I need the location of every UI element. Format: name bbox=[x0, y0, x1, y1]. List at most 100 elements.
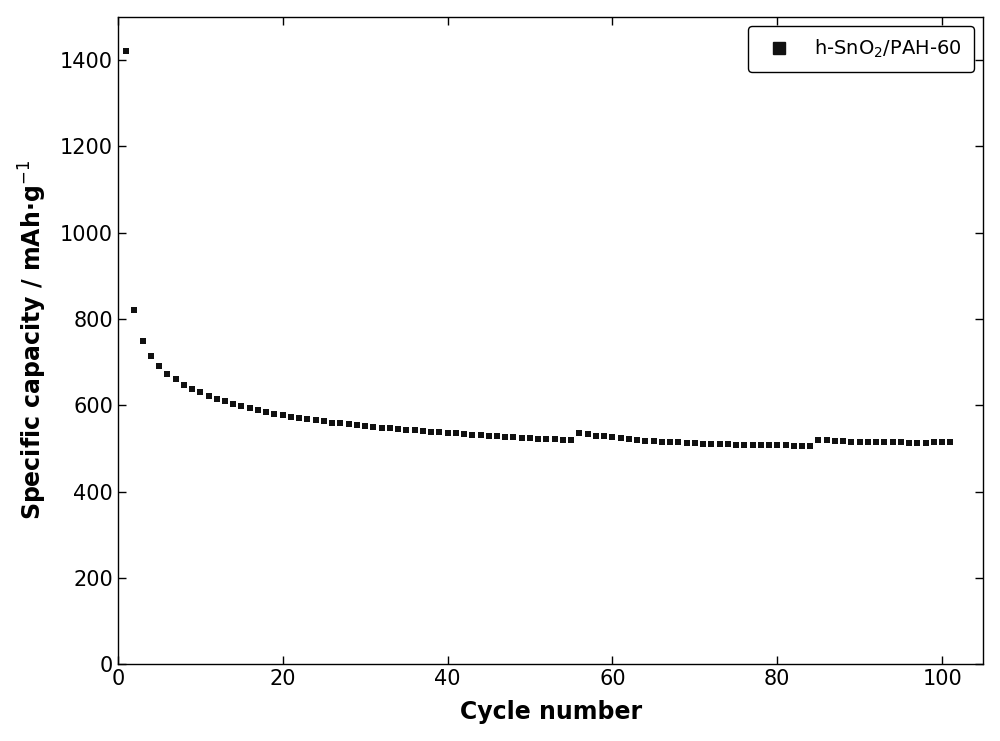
Point bbox=[242, 402, 258, 414]
Point bbox=[530, 433, 546, 445]
Point bbox=[580, 428, 596, 440]
Point bbox=[736, 439, 752, 451]
Point bbox=[357, 420, 373, 432]
Point bbox=[745, 439, 761, 451]
Point bbox=[687, 437, 703, 449]
Point bbox=[464, 429, 480, 441]
Point bbox=[201, 390, 217, 402]
Point bbox=[423, 425, 439, 437]
Point bbox=[670, 436, 686, 448]
Point bbox=[184, 383, 200, 395]
Point bbox=[489, 430, 505, 442]
Point bbox=[654, 436, 670, 448]
Point bbox=[918, 437, 934, 449]
Point bbox=[250, 405, 266, 416]
Point bbox=[118, 45, 134, 57]
Point bbox=[703, 438, 719, 450]
Point bbox=[332, 417, 348, 429]
Point bbox=[316, 416, 332, 428]
Point bbox=[629, 434, 645, 446]
Point bbox=[679, 437, 695, 449]
Point bbox=[909, 437, 925, 449]
Point bbox=[176, 379, 192, 391]
Point bbox=[374, 422, 390, 433]
Point bbox=[860, 436, 876, 448]
Point bbox=[497, 431, 513, 442]
Point bbox=[431, 427, 447, 439]
Point bbox=[365, 421, 381, 433]
Point bbox=[192, 386, 208, 398]
Point bbox=[588, 430, 604, 442]
Point bbox=[893, 436, 909, 448]
Point bbox=[827, 435, 843, 447]
Point bbox=[448, 428, 464, 439]
Point bbox=[728, 439, 744, 451]
Point bbox=[291, 412, 307, 424]
Point bbox=[308, 414, 324, 426]
Point bbox=[695, 438, 711, 450]
Point bbox=[151, 360, 167, 372]
Point bbox=[440, 427, 456, 439]
Point bbox=[505, 431, 521, 443]
Point bbox=[283, 411, 299, 422]
Point bbox=[555, 434, 571, 446]
Point bbox=[349, 419, 365, 431]
Point bbox=[720, 438, 736, 450]
Point bbox=[126, 305, 142, 316]
Point bbox=[712, 438, 728, 450]
Point bbox=[596, 431, 612, 442]
Y-axis label: Specific capacity / mAh·g$^{-1}$: Specific capacity / mAh·g$^{-1}$ bbox=[17, 161, 49, 520]
Point bbox=[143, 350, 159, 362]
Point bbox=[217, 396, 233, 408]
X-axis label: Cycle number: Cycle number bbox=[460, 700, 642, 725]
Point bbox=[299, 413, 315, 425]
Point bbox=[233, 400, 249, 412]
Point bbox=[522, 432, 538, 444]
Point bbox=[646, 435, 662, 447]
Point bbox=[794, 440, 810, 452]
Point bbox=[786, 440, 802, 452]
Point bbox=[258, 406, 274, 418]
Point bbox=[613, 432, 629, 444]
Point bbox=[769, 439, 785, 451]
Point bbox=[901, 437, 917, 449]
Point bbox=[275, 409, 291, 421]
Point bbox=[802, 440, 818, 452]
Point bbox=[481, 430, 497, 442]
Point bbox=[942, 436, 958, 448]
Point bbox=[876, 436, 892, 448]
Point bbox=[324, 416, 340, 428]
Point bbox=[135, 336, 151, 348]
Point bbox=[225, 398, 241, 410]
Point bbox=[662, 436, 678, 448]
Point bbox=[604, 431, 620, 443]
Point bbox=[341, 419, 357, 431]
Point bbox=[266, 408, 282, 420]
Point bbox=[407, 425, 423, 436]
Point bbox=[843, 436, 859, 448]
Legend: h-SnO$_2$/PAH-60: h-SnO$_2$/PAH-60 bbox=[748, 27, 974, 72]
Point bbox=[819, 434, 835, 446]
Point bbox=[571, 428, 587, 439]
Point bbox=[168, 373, 184, 385]
Point bbox=[761, 439, 777, 451]
Point bbox=[810, 434, 826, 446]
Point bbox=[753, 439, 769, 451]
Point bbox=[415, 425, 431, 437]
Point bbox=[398, 424, 414, 436]
Point bbox=[868, 436, 884, 448]
Point bbox=[926, 436, 942, 448]
Point bbox=[778, 439, 794, 451]
Point bbox=[456, 428, 472, 440]
Point bbox=[835, 435, 851, 447]
Point bbox=[637, 435, 653, 447]
Point bbox=[934, 436, 950, 448]
Point bbox=[159, 368, 175, 380]
Point bbox=[514, 432, 530, 444]
Point bbox=[209, 393, 225, 405]
Point bbox=[382, 422, 398, 434]
Point bbox=[885, 436, 901, 448]
Point bbox=[563, 434, 579, 446]
Point bbox=[621, 433, 637, 445]
Point bbox=[538, 433, 554, 445]
